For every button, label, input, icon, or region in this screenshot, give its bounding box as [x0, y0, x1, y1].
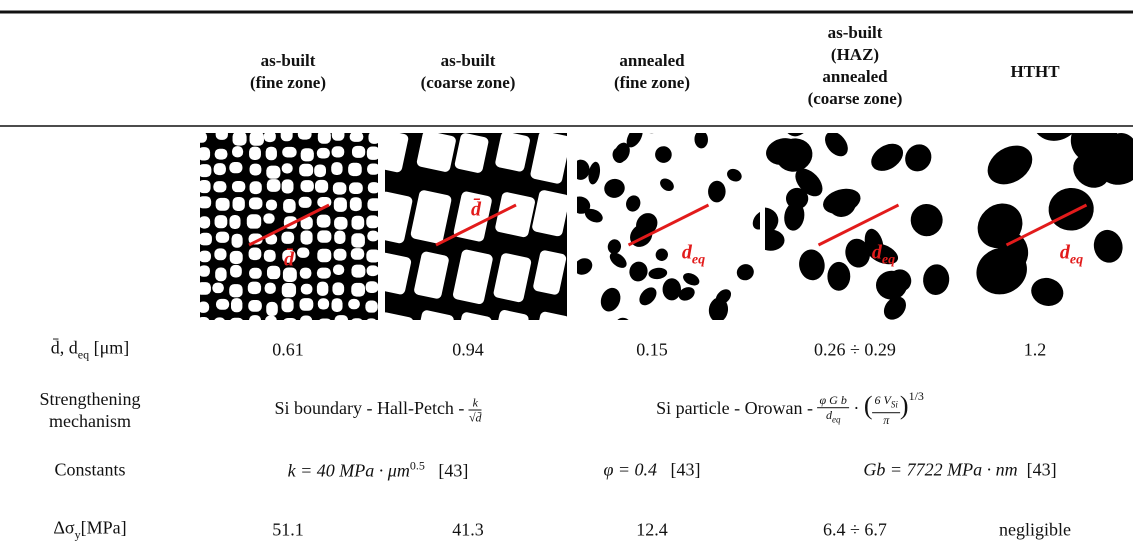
denominator-sub: eq [832, 415, 841, 425]
label-main: d [1060, 242, 1070, 264]
label-main: d̄ [471, 199, 481, 221]
image-label: deq [872, 242, 895, 269]
numerator: k [469, 396, 482, 411]
image-label: d̄ [284, 249, 294, 272]
denominator: √d̄ [469, 411, 482, 425]
header-line: HTHT [1010, 62, 1059, 81]
cell: 1.2 [1024, 340, 1047, 361]
label-sub: eq [1070, 253, 1083, 268]
label-sub: eq [882, 253, 895, 268]
label-text: d̄, d [51, 338, 78, 358]
constant: Gb = 7722 MPa · nm [863, 460, 1017, 480]
column-header: HTHT [1010, 61, 1059, 83]
mechanism-cell: Si boundary - Hall-Petch - k√d̄ [274, 396, 481, 425]
header-line: as-built [828, 23, 883, 42]
constant-cell: k = 40 MPa · μm0.5 [43] [288, 459, 469, 482]
header-line: (HAZ) [831, 45, 879, 64]
constant: k = 40 MPa · μm [288, 461, 410, 481]
label-sub: eq [78, 347, 89, 361]
paren: ( [864, 391, 873, 420]
micrograph [372, 129, 571, 362]
cell: 0.15 [636, 340, 668, 361]
header-line: as-built [261, 51, 316, 70]
cell: 6.4 ÷ 6.7 [823, 520, 887, 541]
constant: φ = 0.4 [603, 460, 657, 480]
denominator: π [873, 413, 900, 427]
cell: 0.61 [272, 340, 304, 361]
column-header: as-built (coarse zone) [421, 50, 516, 94]
operator: · [849, 398, 864, 418]
reference: [43] [671, 460, 701, 480]
row-label: Constants [54, 460, 125, 481]
header-line: (fine zone) [250, 73, 326, 92]
header-line: (coarse zone) [421, 73, 516, 92]
constant-cell: Gb = 7722 MPa · nm [43] [863, 460, 1056, 481]
cell: 41.3 [452, 520, 484, 541]
label-sub: eq [692, 253, 705, 268]
label-text: Δσ [53, 518, 74, 538]
column-header: as-built (HAZ) annealed (coarse zone) [808, 22, 903, 110]
column-header: as-built (fine zone) [250, 50, 326, 94]
cell: negligible [999, 520, 1071, 541]
label-unit: [μm] [89, 338, 129, 358]
cell: 12.4 [636, 520, 668, 541]
numerator: 6 V [875, 393, 891, 407]
cell-text: Si particle - Orowan - [656, 398, 817, 418]
image-label: deq [1060, 242, 1083, 269]
cell: 0.26 ÷ 0.29 [814, 340, 896, 361]
label-main: d [872, 242, 882, 264]
fraction: 6 VSi π [873, 393, 900, 426]
reference: [43] [1027, 460, 1057, 480]
label-main: d̄ [284, 249, 294, 271]
micrograph [195, 128, 382, 332]
image-label: d̄ [471, 199, 481, 222]
cell: 51.1 [272, 520, 304, 541]
label-text: mechanism [49, 411, 131, 431]
reference: [43] [438, 461, 468, 481]
label-text: Strengthening [40, 389, 141, 409]
row-label: d̄, deq [μm] [51, 338, 129, 363]
label-unit: [MPa] [81, 518, 127, 538]
header-line: as-built [441, 51, 496, 70]
header-line: (coarse zone) [808, 89, 903, 108]
exponent: 1/3 [909, 389, 924, 403]
column-header: annealed (fine zone) [614, 50, 690, 94]
cell: 0.94 [452, 340, 484, 361]
micrograph [968, 85, 1133, 310]
header-line: annealed [822, 67, 887, 86]
label-main: d [682, 242, 692, 264]
constant-cell: φ = 0.4 [43] [603, 460, 700, 481]
cell-text: Si boundary - Hall-Petch - [274, 398, 468, 418]
numerator-sub: Si [891, 400, 898, 410]
row-label: Δσy[MPa] [53, 518, 126, 543]
image-label: deq [682, 242, 705, 269]
exponent: 0.5 [410, 459, 425, 473]
page: d̄, deq [μm] Strengtheningmechanism Si b… [0, 0, 1133, 560]
header-line: (fine zone) [614, 73, 690, 92]
numerator: φ G b [818, 393, 849, 408]
fraction: k√d̄ [469, 396, 482, 425]
header-line: annealed [619, 51, 684, 70]
